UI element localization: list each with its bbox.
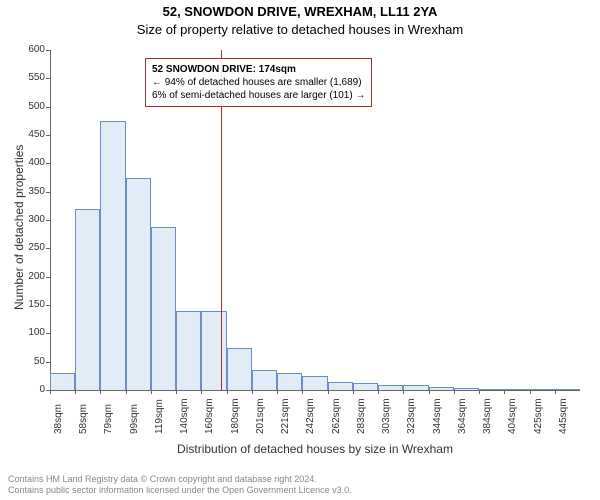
x-tick <box>100 390 101 394</box>
y-tick <box>46 248 50 249</box>
x-tick-label: 201sqm <box>255 398 266 434</box>
x-tick <box>75 390 76 394</box>
x-tick-label: 445sqm <box>558 398 569 434</box>
histogram-bar <box>429 387 454 390</box>
histogram-bar <box>176 311 201 390</box>
y-tick <box>46 362 50 363</box>
footer-line-1: Contains HM Land Registry data © Crown c… <box>8 474 352 485</box>
x-tick-label: 160sqm <box>204 398 215 434</box>
callout-box: 52 SNOWDON DRIVE: 174sqm← 94% of detache… <box>145 58 372 107</box>
histogram-bar <box>277 373 302 390</box>
x-tick <box>176 390 177 394</box>
histogram-bar <box>126 178 151 391</box>
x-tick-label: 344sqm <box>432 398 443 434</box>
y-tick <box>46 107 50 108</box>
x-tick-label: 79sqm <box>103 404 114 434</box>
x-tick <box>227 390 228 394</box>
histogram-bar <box>353 383 378 390</box>
histogram-bar <box>227 348 252 391</box>
histogram-bar <box>403 385 428 390</box>
x-tick-label: 242sqm <box>305 398 316 434</box>
y-axis-title: Number of detached properties <box>12 145 26 310</box>
x-tick <box>252 390 253 394</box>
x-tick-label: 303sqm <box>381 398 392 434</box>
x-tick-label: 99sqm <box>129 404 140 434</box>
x-tick-label: 404sqm <box>507 398 518 434</box>
y-tick-label: 50 <box>15 356 45 367</box>
x-tick-label: 384sqm <box>482 398 493 434</box>
y-tick <box>46 305 50 306</box>
x-tick <box>504 390 505 394</box>
histogram-chart: 05010015020025030035040045050055060038sq… <box>50 50 580 390</box>
x-axis <box>50 390 580 391</box>
x-tick-label: 425sqm <box>533 398 544 434</box>
y-tick-label: 500 <box>15 101 45 112</box>
y-tick-label: 100 <box>15 327 45 338</box>
x-tick <box>201 390 202 394</box>
x-tick-label: 38sqm <box>53 404 64 434</box>
x-tick <box>479 390 480 394</box>
histogram-bar <box>328 382 353 391</box>
page-title: 52, SNOWDON DRIVE, WREXHAM, LL11 2YA <box>0 4 600 19</box>
x-tick-label: 283sqm <box>356 398 367 434</box>
x-tick-label: 180sqm <box>230 398 241 434</box>
address-text: 52, SNOWDON DRIVE, WREXHAM, LL11 2YA <box>163 4 438 19</box>
histogram-bar <box>100 121 125 390</box>
x-tick <box>126 390 127 394</box>
y-tick <box>46 333 50 334</box>
x-tick <box>403 390 404 394</box>
x-tick <box>302 390 303 394</box>
callout-line-3: 6% of semi-detached houses are larger (1… <box>152 89 365 102</box>
histogram-bar <box>302 376 327 390</box>
x-tick-label: 221sqm <box>280 398 291 434</box>
x-axis-title: Distribution of detached houses by size … <box>50 442 580 456</box>
y-tick <box>46 50 50 51</box>
x-tick <box>454 390 455 394</box>
histogram-bar <box>201 311 226 390</box>
y-tick-label: 450 <box>15 129 45 140</box>
histogram-bar <box>378 385 403 390</box>
histogram-bar <box>252 370 277 390</box>
x-tick <box>151 390 152 394</box>
x-tick <box>50 390 51 394</box>
y-tick <box>46 163 50 164</box>
x-tick-label: 262sqm <box>331 398 342 434</box>
y-axis <box>50 50 51 390</box>
x-tick <box>328 390 329 394</box>
y-tick-label: 600 <box>15 44 45 55</box>
histogram-bar <box>151 227 176 390</box>
x-tick <box>378 390 379 394</box>
x-tick-label: 58sqm <box>78 404 89 434</box>
histogram-bar <box>555 389 580 390</box>
y-tick-label: 550 <box>15 72 45 83</box>
y-tick <box>46 220 50 221</box>
footer-line-2: Contains public sector information licen… <box>8 485 352 496</box>
histogram-bar <box>530 389 555 390</box>
histogram-bar <box>454 388 479 390</box>
y-tick-label: 0 <box>15 384 45 395</box>
callout-line-2: ← 94% of detached houses are smaller (1,… <box>152 76 365 89</box>
histogram-bar <box>479 389 504 390</box>
x-tick <box>429 390 430 394</box>
x-tick-label: 364sqm <box>457 398 468 434</box>
footer-attribution: Contains HM Land Registry data © Crown c… <box>8 474 352 496</box>
y-tick <box>46 135 50 136</box>
y-tick <box>46 78 50 79</box>
histogram-bar <box>504 389 529 390</box>
x-tick <box>353 390 354 394</box>
x-tick <box>555 390 556 394</box>
y-tick <box>46 277 50 278</box>
x-tick <box>277 390 278 394</box>
histogram-bar <box>50 373 75 390</box>
histogram-bar <box>75 209 100 390</box>
subtitle-text: Size of property relative to detached ho… <box>137 22 463 37</box>
page-subtitle: Size of property relative to detached ho… <box>0 22 600 37</box>
callout-line-1: 52 SNOWDON DRIVE: 174sqm <box>152 63 365 76</box>
x-tick <box>530 390 531 394</box>
x-tick-label: 119sqm <box>154 399 165 434</box>
x-tick-label: 140sqm <box>179 398 190 434</box>
x-tick-label: 323sqm <box>406 398 417 434</box>
y-tick <box>46 192 50 193</box>
